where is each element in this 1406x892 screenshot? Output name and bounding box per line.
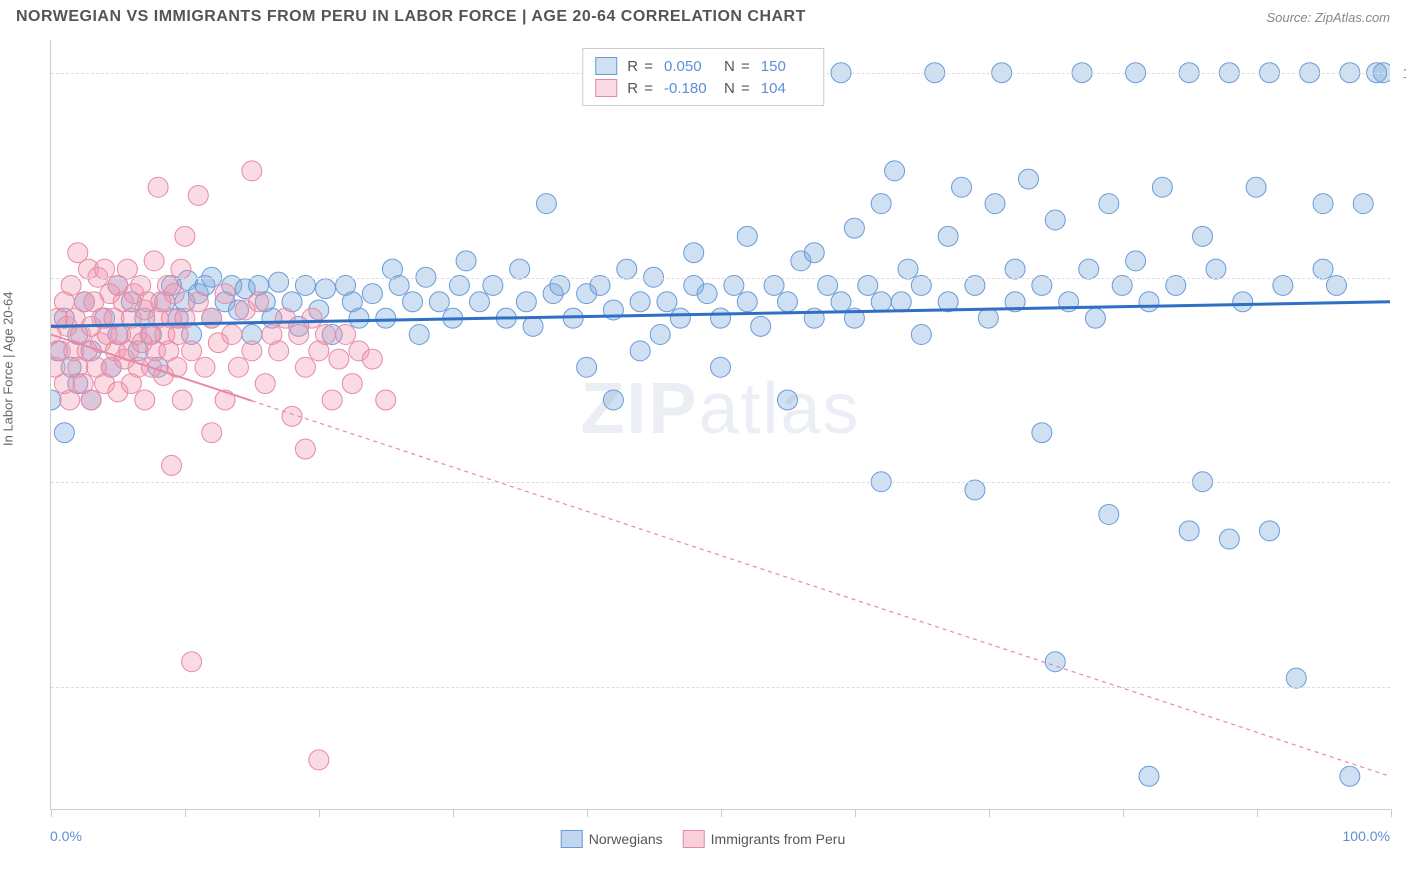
legend-label-0: Norwegians <box>589 831 663 847</box>
legend-swatch-peru <box>683 830 705 848</box>
legend-item-peru: Immigrants from Peru <box>683 830 846 848</box>
legend-item-norwegians: Norwegians <box>561 830 663 848</box>
x-axis-max-label: 100.0% <box>1343 828 1390 844</box>
chart-title: NORWEGIAN VS IMMIGRANTS FROM PERU IN LAB… <box>16 8 806 26</box>
stat-n-value-0: 150 <box>761 58 811 75</box>
stats-row-norwegians: R = 0.050 N = 150 <box>595 55 811 77</box>
stat-n-label: N = <box>724 58 751 75</box>
stat-r-value-0: 0.050 <box>664 58 714 75</box>
legend-label-1: Immigrants from Peru <box>711 831 846 847</box>
stat-n-label: N = <box>724 80 751 97</box>
plot-area: ZIPatlas 62.5%75.0%87.5%100.0% <box>50 40 1390 810</box>
x-axis-min-label: 0.0% <box>50 828 82 844</box>
y-tick-label: 100.0% <box>1403 65 1406 81</box>
chart-header: NORWEGIAN VS IMMIGRANTS FROM PERU IN LAB… <box>0 0 1406 30</box>
stat-r-label: R = <box>627 80 654 97</box>
stats-row-peru: R = -0.180 N = 104 <box>595 77 811 99</box>
stat-n-value-1: 104 <box>761 80 811 97</box>
stat-r-label: R = <box>627 58 654 75</box>
legend-swatch-norwegians <box>561 830 583 848</box>
stats-legend: R = 0.050 N = 150 R = -0.180 N = 104 <box>582 48 824 106</box>
scatter-svg <box>51 40 1390 809</box>
y-axis-title: In Labor Force | Age 20-64 <box>1 292 16 446</box>
swatch-norwegians <box>595 57 617 75</box>
series-legend: Norwegians Immigrants from Peru <box>561 830 846 848</box>
chart-source: Source: ZipAtlas.com <box>1266 10 1390 25</box>
stat-r-value-1: -0.180 <box>664 80 714 97</box>
swatch-peru <box>595 79 617 97</box>
